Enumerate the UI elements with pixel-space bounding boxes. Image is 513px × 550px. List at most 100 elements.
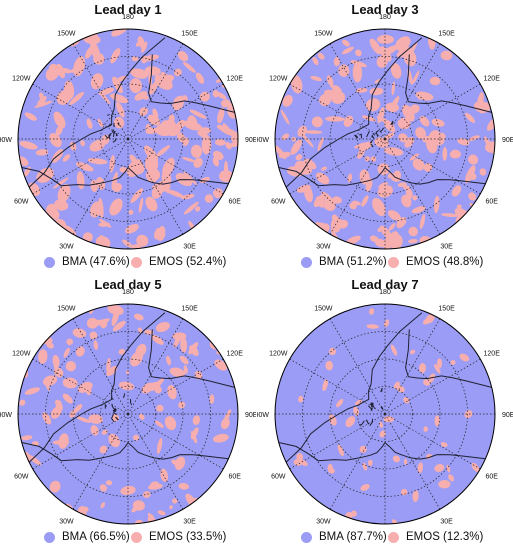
emos-patch: [192, 415, 201, 425]
emos-patch: [116, 75, 127, 82]
emos-patch: [107, 304, 124, 316]
panel-lead-day-3: Lead day 3 180150E120E90E60E30E030W60W90…: [257, 0, 513, 275]
emos-patch: [301, 133, 314, 148]
emos-patch: [24, 387, 40, 395]
emos-patch: [310, 75, 322, 82]
meridian-label: 30E: [183, 244, 196, 251]
emos-patch: [183, 171, 198, 186]
legend-bma-label: BMA (51.2%): [319, 256, 387, 268]
meridian-line: [329, 43, 386, 140]
emos-patch: [164, 416, 177, 431]
emos-patch: [106, 358, 111, 373]
emos-patch: [193, 157, 203, 168]
emos-patch: [433, 195, 440, 214]
emos-patch: [82, 232, 93, 243]
emos-patch: [111, 171, 118, 190]
island-outline: [370, 402, 374, 408]
island-outline: [366, 130, 370, 138]
emos-patch: [174, 456, 186, 470]
legend-emos: EMOS (48.8%): [388, 256, 483, 268]
emos-patch: [479, 168, 487, 176]
emos-patch: [111, 29, 129, 37]
emos-patch: [173, 334, 181, 348]
emos-patch: [45, 66, 60, 81]
emos-patch: [374, 79, 381, 84]
latitude-circle: [302, 56, 468, 222]
emos-patch: [217, 107, 225, 124]
emos-patch: [364, 156, 371, 162]
emos-patch: [295, 154, 303, 161]
legend-bma-label: BMA (66.5%): [62, 531, 130, 543]
map-border: [274, 303, 496, 525]
island-outline: [104, 403, 108, 409]
emos-patch: [50, 209, 60, 220]
emos-patch: [136, 234, 149, 247]
emos-patch: [182, 137, 189, 146]
emos-patch: [345, 416, 356, 428]
meridian-label: 30W: [316, 519, 331, 526]
island-outline: [371, 134, 375, 140]
emos-patch: [403, 49, 417, 67]
emos-patch: [476, 92, 484, 111]
emos-swatch-icon: [388, 256, 399, 268]
meridian-label: 60W: [14, 199, 29, 206]
emos-patch: [42, 412, 52, 425]
meridian-label: 90E: [245, 412, 256, 419]
meridian-line: [384, 138, 441, 235]
emos-patch: [66, 338, 74, 346]
emos-patch: [62, 377, 78, 389]
emos-patch: [353, 142, 369, 149]
meridian-label: 120W: [12, 75, 31, 82]
emos-patch: [219, 170, 234, 183]
meridian-line: [384, 138, 481, 195]
legend-bma: BMA (87.7%): [301, 531, 387, 543]
emos-patch: [197, 131, 210, 140]
emos-patch: [403, 458, 408, 465]
emos-patch: [449, 149, 460, 159]
emos-patch: [333, 56, 340, 67]
island-outline: [379, 127, 385, 133]
emos-patch: [138, 197, 144, 213]
emos-patch: [464, 410, 473, 419]
meridian-label: 90E: [502, 137, 513, 144]
emos-patch: [282, 95, 293, 107]
meridian-label: 120E: [227, 75, 244, 82]
emos-patch: [415, 127, 426, 140]
emos-patch: [400, 488, 408, 496]
meridian-label: 60E: [485, 474, 498, 481]
emos-patch: [110, 93, 129, 104]
meridian-line: [329, 138, 386, 235]
emos-patch: [112, 182, 123, 193]
legend: BMA (66.5%) EMOS (33.5%): [0, 531, 256, 547]
emos-patch: [42, 375, 58, 387]
emos-patch: [440, 50, 453, 61]
coastline: [148, 54, 235, 113]
emos-patch: [322, 198, 336, 211]
island-outline: [368, 405, 373, 410]
emos-patch: [69, 91, 85, 106]
island-outline: [117, 122, 120, 126]
emos-patch: [201, 135, 212, 155]
emos-patch: [27, 454, 42, 466]
emos-patch: [319, 93, 332, 107]
emos-patch: [213, 150, 224, 161]
emos-patch: [37, 95, 47, 107]
emos-patch: [434, 415, 440, 427]
map-border: [17, 303, 239, 525]
emos-patch: [99, 445, 108, 454]
emos-patch: [434, 363, 441, 374]
bma-swatch-icon: [44, 256, 55, 268]
island-outline: [381, 406, 384, 410]
emos-patch: [69, 141, 77, 151]
coastline: [405, 54, 492, 113]
emos-patch: [408, 226, 418, 237]
emos-patch: [395, 36, 411, 51]
meridian-line: [289, 83, 386, 140]
emos-patch: [80, 140, 86, 147]
emos-patch: [379, 430, 386, 438]
emos-patch: [486, 116, 495, 131]
emos-patch: [120, 485, 136, 496]
legend-bma: BMA (51.2%): [301, 256, 387, 268]
meridian-line: [127, 43, 184, 140]
emos-patch: [75, 346, 85, 357]
